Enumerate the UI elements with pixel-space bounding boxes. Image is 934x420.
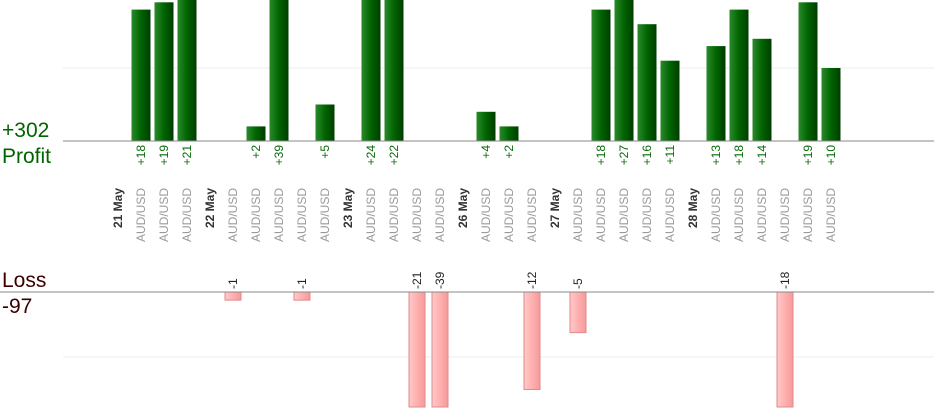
profit-value-label: +21	[180, 145, 194, 166]
profit-value-label: +5	[318, 145, 332, 159]
profit-value-label: +18	[594, 145, 608, 166]
category-label: AUD/USD	[502, 188, 516, 242]
profit-total-value: +302	[2, 119, 49, 142]
loss-bar	[293, 291, 311, 301]
profit-value-label: +2	[249, 145, 263, 159]
category-label: AUD/USD	[640, 188, 654, 242]
profit-value-label: +11	[663, 145, 677, 165]
profit-bar	[131, 9, 151, 141]
profit-bar	[476, 111, 496, 141]
category-label: AUD/USD	[364, 188, 378, 242]
profit-bar	[177, 0, 197, 141]
profit-value-label: +24	[364, 145, 378, 166]
category-label: AUD/USD	[732, 188, 746, 242]
profit-bars	[131, 0, 841, 142]
profit-value-label: +14	[755, 145, 769, 166]
category-label: AUD/USD	[272, 188, 286, 242]
category-label: AUD/USD	[594, 188, 608, 242]
loss-value-label: -5	[571, 278, 585, 289]
loss-value-label: -12	[525, 271, 539, 289]
category-label: AUD/USD	[663, 188, 677, 242]
profit-bar	[798, 2, 818, 141]
loss-value-label: -1	[226, 278, 240, 289]
profit-value-label: +39	[272, 145, 286, 166]
profit-bar	[154, 2, 174, 141]
profit-bar	[384, 0, 404, 141]
profit-value-label: +18	[732, 145, 746, 166]
loss-bar	[523, 291, 541, 390]
category-label: AUD/USD	[318, 188, 332, 242]
profit-value-label: +19	[157, 145, 171, 166]
category-label: AUD/USD	[709, 188, 723, 242]
category-labels: 21 May AUD/USD AUD/USD AUD/USD 22 May AUD/USD…	[111, 188, 838, 242]
category-label: AUD/USD	[479, 188, 493, 242]
category-label: AUD/USD	[755, 188, 769, 242]
profit-value-label: +19	[801, 145, 815, 166]
profit-bar	[315, 104, 335, 141]
profit-bar	[821, 68, 841, 141]
profit-bar	[637, 24, 657, 142]
profit-total-label: Profit	[2, 145, 51, 168]
category-label: AUD/USD	[295, 188, 309, 242]
profit-bar	[706, 46, 726, 141]
loss-bar	[431, 291, 449, 408]
profit-value-labels: +18 +19 +21 +2 +39 +5 +24 +22 +4 +2 +18 +27 +16 +11 +1…	[134, 145, 838, 166]
day-label: 23 May	[341, 188, 355, 228]
profit-value-label: +13	[709, 145, 723, 166]
loss-value-label: -1	[295, 278, 309, 289]
category-label: AUD/USD	[410, 188, 424, 242]
category-label: AUD/USD	[824, 188, 838, 242]
category-label: AUD/USD	[226, 188, 240, 242]
day-label: 27 May	[548, 188, 562, 228]
loss-value-label: -39	[433, 271, 447, 289]
category-label: AUD/USD	[134, 188, 148, 242]
profit-value-label: +16	[640, 145, 654, 166]
day-label: 22 May	[203, 188, 217, 228]
profit-bar	[729, 9, 749, 141]
profit-bar	[752, 38, 772, 141]
category-label: AUD/USD	[617, 188, 631, 242]
profit-bar	[499, 126, 519, 141]
loss-value-label: -18	[778, 271, 792, 289]
category-label: AUD/USD	[249, 188, 263, 242]
category-label: AUD/USD	[387, 188, 401, 242]
profit-bar	[660, 60, 680, 142]
profit-value-label: +27	[617, 145, 631, 166]
day-label: 26 May	[456, 188, 470, 228]
category-label: AUD/USD	[433, 188, 447, 242]
profit-bar	[246, 126, 266, 141]
day-label: 28 May	[686, 188, 700, 228]
profit-value-label: +2	[502, 145, 516, 159]
loss-bar	[224, 291, 242, 301]
profit-value-label: +10	[824, 145, 838, 166]
category-label: AUD/USD	[571, 188, 585, 242]
profit-value-label: +4	[479, 145, 493, 159]
profit-value-label: +18	[134, 145, 148, 166]
loss-total-label: Loss	[2, 269, 46, 292]
loss-bar	[408, 291, 426, 408]
profit-bar	[614, 0, 634, 141]
loss-bar	[776, 291, 794, 408]
profit-bar	[361, 0, 381, 141]
loss-value-label: -21	[410, 271, 424, 289]
category-label: AUD/USD	[525, 188, 539, 242]
loss-bar	[569, 291, 587, 334]
category-label: AUD/USD	[180, 188, 194, 242]
day-label: 21 May	[111, 188, 125, 228]
category-label: AUD/USD	[801, 188, 815, 242]
profit-value-label: +22	[387, 145, 401, 166]
category-label: AUD/USD	[778, 188, 792, 242]
profit-bar	[269, 0, 289, 141]
profit-bar	[591, 9, 611, 141]
category-label: AUD/USD	[157, 188, 171, 242]
loss-value-labels: -1 -1 -21 -39 -12 -5 -18	[226, 271, 792, 289]
loss-bars	[224, 291, 794, 408]
loss-total-value: -97	[2, 295, 32, 318]
